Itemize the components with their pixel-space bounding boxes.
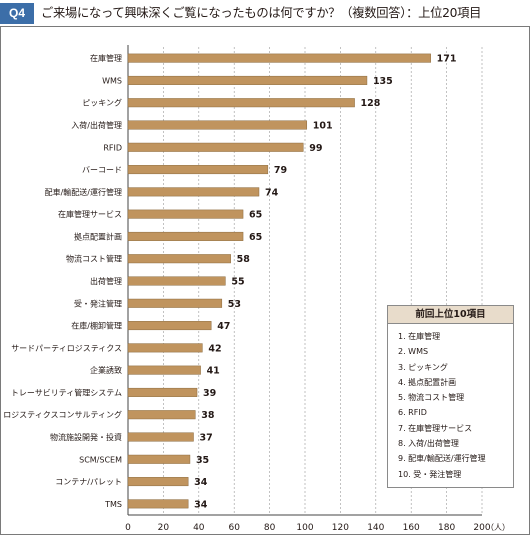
value-label: 99: [309, 143, 322, 154]
bar: [127, 165, 269, 175]
bar: [127, 231, 244, 241]
bar: [127, 454, 191, 464]
previous-item: 2. WMS: [398, 347, 429, 357]
previous-item: 3. ピッキング: [398, 362, 448, 372]
value-label: 101: [313, 121, 333, 132]
bar: [127, 365, 201, 375]
value-label: 38: [201, 410, 215, 421]
question-badge: Q4: [0, 3, 34, 24]
x-tick-label: 20: [158, 523, 170, 533]
value-label: 34: [194, 499, 208, 510]
bar: [127, 75, 368, 85]
value-label: 171: [437, 54, 457, 65]
value-label: 53: [228, 299, 241, 310]
x-tick-label: 0: [125, 523, 131, 533]
category-label: コンテナ/パレット: [55, 478, 122, 487]
previous-top10-list: 1. 在庫管理 2. WMS 3. ピッキング 4. 拠点配置計画 5. 物流コ…: [388, 324, 513, 482]
category-label: サードパーティロジスティクス: [11, 344, 122, 353]
value-label: 34: [194, 477, 208, 488]
previous-item: 7. 在庫管理サービス: [398, 423, 473, 433]
category-label: WMS: [102, 76, 122, 85]
previous-item: 8. 入荷/出荷管理: [398, 439, 459, 449]
category-label: 拠点配置計画: [74, 231, 122, 241]
value-label: 58: [237, 254, 251, 265]
x-tick-label: 60: [228, 523, 240, 533]
value-label: 135: [373, 76, 393, 87]
bar: [127, 53, 431, 63]
bar: [127, 142, 304, 152]
bar: [127, 187, 260, 197]
category-label: 入荷/出荷管理: [71, 120, 122, 130]
value-label: 37: [199, 433, 212, 444]
previous-top10-title: 前回上位10項目: [388, 306, 513, 324]
category-label: トレーサビリティ管理システム: [11, 387, 122, 397]
category-label: 企業誘致: [90, 365, 122, 375]
value-label: 35: [196, 455, 209, 466]
category-label: RFID: [103, 143, 122, 152]
previous-item: 4. 拠点配置計画: [398, 377, 457, 387]
bar: [127, 499, 189, 509]
x-tick-label: 160: [403, 523, 420, 533]
value-label: 41: [207, 366, 220, 377]
x-tick-label: 200: [473, 523, 490, 533]
category-label: 受・発注管理: [74, 298, 122, 308]
value-label: 39: [203, 388, 216, 399]
category-label: TMS: [104, 500, 122, 509]
value-label: 128: [361, 98, 381, 109]
category-label: 物流コスト管理: [66, 254, 122, 264]
bar: [127, 276, 226, 286]
chart-frame: [0, 26, 530, 535]
value-label: 42: [208, 343, 221, 354]
x-tick-label: 100: [296, 523, 313, 533]
value-label: 65: [249, 210, 262, 221]
chart-title: ご来場になって興味深くご覧になったものは何ですか？（複数回答）：上位20項目: [41, 6, 482, 20]
previous-top10-box: 前回上位10項目 1. 在庫管理 2. WMS 3. ピッキング 4. 拠点配置…: [387, 305, 514, 488]
x-tick-label: 140: [367, 523, 384, 533]
category-label: 配車/輸配送/運行管理: [45, 187, 122, 197]
category-label: 在庫/棚卸管理: [71, 321, 122, 331]
x-tick-label: 40: [193, 523, 205, 533]
x-tick-label: 120: [332, 523, 349, 533]
bar: [127, 298, 223, 308]
category-label: バーコード: [82, 166, 122, 175]
value-label: 47: [217, 321, 230, 332]
previous-item: 6. RFID: [398, 408, 427, 418]
x-tick-label: 180: [438, 523, 455, 533]
bar: [127, 410, 196, 420]
category-label: ロジスティクスコンサルティング: [3, 410, 122, 420]
category-label: ピッキング: [82, 98, 122, 108]
previous-item: 10. 受・発注管理: [398, 469, 462, 479]
x-unit-label: （人）: [486, 523, 510, 532]
bar: [127, 120, 308, 130]
category-label: 物流施設開発・投資: [50, 432, 122, 442]
bar: [127, 477, 189, 487]
category-label: 在庫管理サービス: [58, 209, 122, 219]
previous-item: 9. 配車/輸配送/運行管理: [398, 454, 486, 464]
bar: [127, 387, 198, 397]
previous-item: 1. 在庫管理: [398, 332, 441, 341]
category-label: 在庫管理: [90, 53, 122, 63]
value-label: 65: [249, 232, 262, 243]
category-label: 出荷管理: [90, 276, 122, 286]
bar: [127, 432, 194, 442]
value-label: 74: [265, 187, 279, 198]
bar: [127, 254, 231, 264]
previous-item: 5. 物流コスト管理: [398, 393, 465, 403]
bar: [127, 98, 355, 108]
bar: [127, 321, 212, 331]
value-label: 79: [274, 165, 287, 176]
value-label: 55: [231, 277, 244, 288]
x-tick-label: 80: [264, 523, 276, 533]
bar: [127, 209, 244, 219]
bar: [127, 343, 203, 353]
category-label: SCM/SCEM: [79, 455, 122, 464]
